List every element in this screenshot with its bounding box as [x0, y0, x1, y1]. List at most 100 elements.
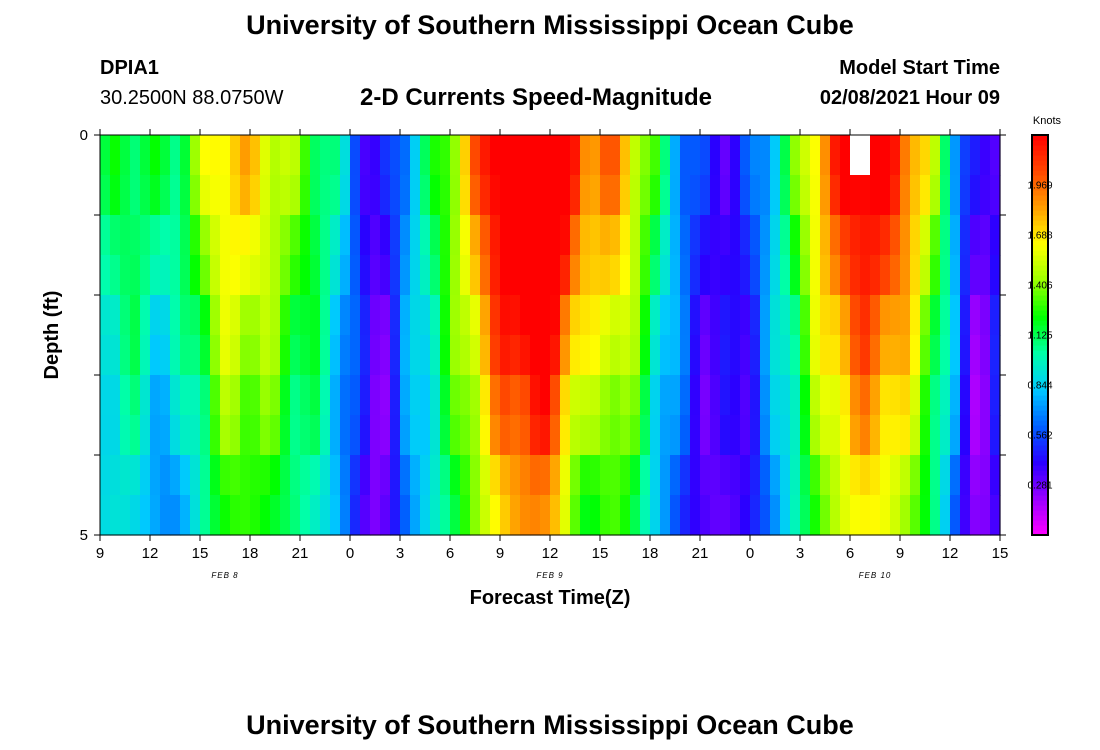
colorbar-segment [1032, 270, 1048, 276]
heatmap-cell [330, 375, 341, 416]
heatmap-cell [930, 175, 941, 216]
heatmap-cell [710, 255, 721, 296]
heatmap-cell [960, 375, 971, 416]
heatmap-cell [780, 175, 791, 216]
heatmap-cell [340, 295, 351, 336]
heatmap-cell [790, 335, 801, 376]
heatmap-cell [480, 255, 491, 296]
heatmap-cell [760, 415, 771, 456]
heatmap-cell [100, 295, 111, 336]
heatmap-cell [740, 495, 751, 536]
heatmap-cell [710, 495, 721, 536]
heatmap-cell [160, 295, 171, 336]
heatmap-cell [340, 255, 351, 296]
heatmap-cell [570, 455, 581, 496]
heatmap-cells [100, 135, 1001, 536]
heatmap-cell [610, 295, 621, 336]
heatmap-cell [370, 295, 381, 336]
heatmap-cell [890, 375, 901, 416]
heatmap-cell [670, 495, 681, 536]
colorbar-segment [1032, 200, 1048, 206]
heatmap-cell [780, 295, 791, 336]
heatmap-cell [250, 175, 261, 216]
heatmap-cell [610, 455, 621, 496]
heatmap-cell [440, 255, 451, 296]
heatmap-cell [130, 495, 141, 536]
heatmap-cell [190, 415, 201, 456]
heatmap-cell [380, 215, 391, 256]
heatmap-cell [250, 215, 261, 256]
heatmap-cell [630, 455, 641, 496]
heatmap-cell [710, 415, 721, 456]
heatmap-cell [910, 295, 921, 336]
heatmap-cell [160, 335, 171, 376]
x-tick-label: 3 [396, 545, 404, 562]
heatmap-cell [520, 335, 531, 376]
heatmap-cell [970, 375, 981, 416]
heatmap-cell [280, 375, 291, 416]
heatmap-cell [610, 135, 621, 176]
heatmap-cell [800, 295, 811, 336]
colorbar-segment [1032, 150, 1048, 156]
heatmap-cell [750, 295, 761, 336]
heatmap-cell [470, 455, 481, 496]
heatmap-cell [880, 255, 891, 296]
heatmap-cell [120, 495, 131, 536]
heatmap-cell [230, 175, 241, 216]
x-tick-label: 9 [96, 545, 104, 562]
heatmap-cell [950, 335, 961, 376]
heatmap-cell [820, 295, 831, 336]
heatmap-cell [890, 335, 901, 376]
heatmap-cell [150, 215, 161, 256]
heatmap-cell [470, 375, 481, 416]
heatmap-cell [990, 175, 1001, 216]
heatmap-cell [640, 495, 651, 536]
heatmap-cell [150, 255, 161, 296]
heatmap-cell [250, 495, 261, 536]
heatmap-cell [180, 295, 191, 336]
colorbar-segment [1032, 500, 1048, 506]
heatmap-cell [460, 335, 471, 376]
heatmap-cell [660, 375, 671, 416]
heatmap-cell [440, 295, 451, 336]
heatmap-cell [660, 415, 671, 456]
heatmap-cell [360, 375, 371, 416]
heatmap-cell [310, 175, 321, 216]
heatmap-cell [350, 215, 361, 256]
colorbar-segment [1032, 415, 1048, 421]
colorbar-segment [1032, 380, 1048, 386]
heatmap-cell [210, 215, 221, 256]
heatmap-cell [570, 375, 581, 416]
heatmap-cell [290, 255, 301, 296]
heatmap-cell [530, 135, 541, 176]
heatmap-cell [640, 295, 651, 336]
colorbar: 0.281 0.562 0.844 1.125 1.406 1.688 1.969 [1027, 134, 1053, 536]
heatmap-cell [830, 215, 841, 256]
heatmap-cell [640, 375, 651, 416]
heatmap-cell [240, 415, 251, 456]
heatmap-cell [680, 415, 691, 456]
heatmap-cell [480, 135, 491, 176]
heatmap-cell [930, 295, 941, 336]
heatmap-cell [990, 415, 1001, 456]
heatmap-cell [820, 175, 831, 216]
heatmap-cell [250, 335, 261, 376]
heatmap-cell [820, 415, 831, 456]
colorbar-segment [1032, 225, 1048, 231]
heatmap-cell [590, 255, 601, 296]
heatmap-cell [280, 415, 291, 456]
heatmap-cell [510, 135, 521, 176]
heatmap-cell [140, 135, 151, 176]
heatmap-cell [310, 135, 321, 176]
heatmap-cell [560, 135, 571, 176]
heatmap-cell [330, 495, 341, 536]
heatmap-cell [570, 135, 581, 176]
heatmap-cell [730, 495, 741, 536]
colorbar-segment [1032, 440, 1048, 446]
heatmap-cell [960, 495, 971, 536]
heatmap-cell [800, 255, 811, 296]
heatmap-cell [840, 295, 851, 336]
heatmap-cell [480, 455, 491, 496]
heatmap-cell [970, 175, 981, 216]
